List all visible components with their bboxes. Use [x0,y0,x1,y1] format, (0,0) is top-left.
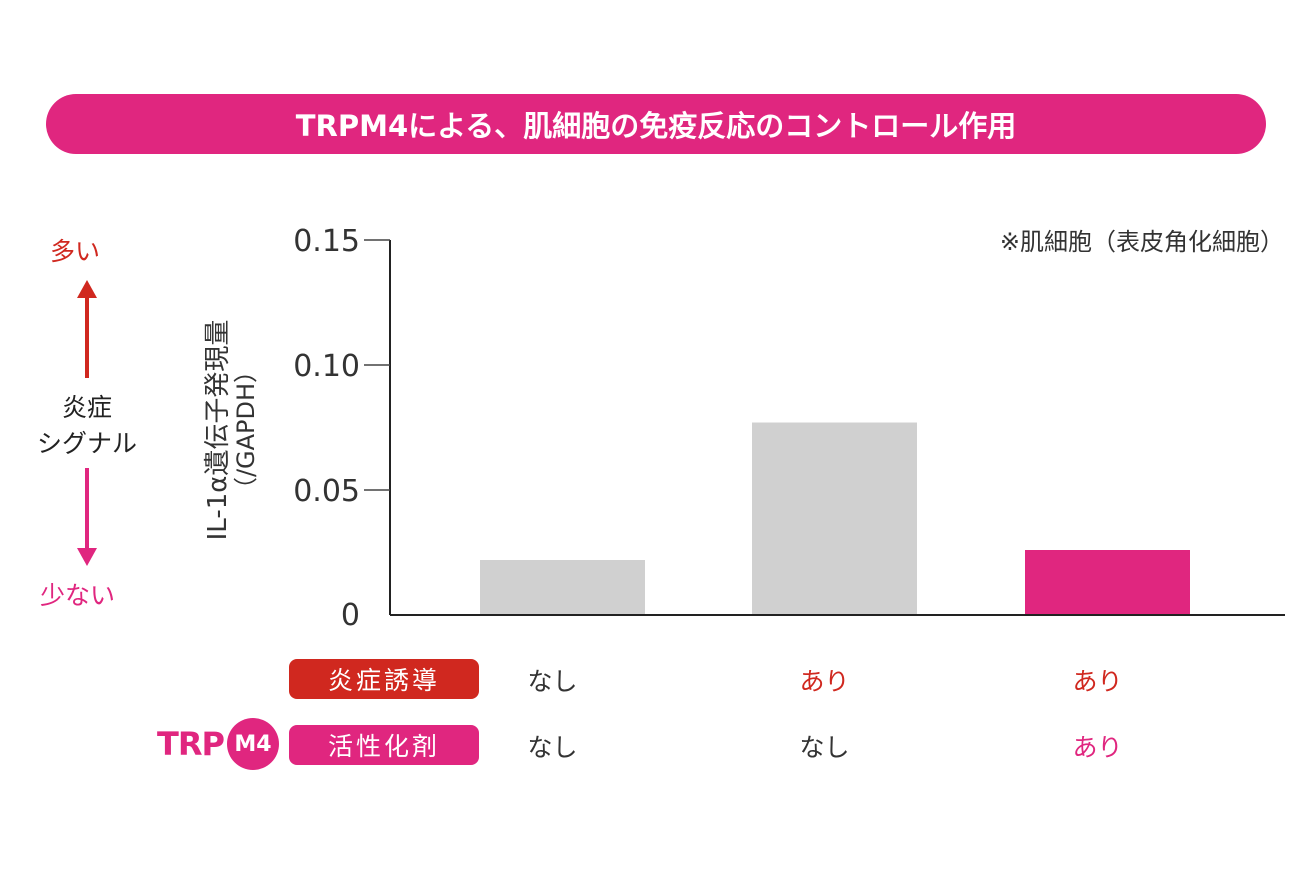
scale-high-label: 多い [50,237,101,266]
condition-label-activator: 活性化剤 [289,725,479,765]
condition-value: なし [799,733,850,762]
y-tick-label: 0.05 [293,474,360,509]
bar-3 [1025,550,1190,615]
condition-label-inflammation: 炎症誘導 [289,659,479,699]
scale-low-label: 少ない [40,581,116,610]
condition-value: あり [1072,733,1123,762]
condition-value: なし [527,667,578,696]
down-arrow-icon [77,468,97,566]
trpm4-logo: TRP M4 [157,718,279,770]
bar-1 [480,560,645,615]
condition-value: なし [527,733,578,762]
cell-type-note: ※肌細胞（表皮角化細胞） [999,228,1284,256]
y-tick-label: 0.15 [293,224,360,259]
signal-line1: 炎症 [61,393,112,422]
y-tick-label: 0.10 [293,349,360,384]
signal-line2: シグナル [36,429,137,458]
bar-2 [752,422,917,615]
condition-value: あり [1072,667,1123,696]
y-tick-label: 0 [341,598,360,633]
up-arrow-icon [77,280,97,378]
logo-text: TRP [157,725,225,763]
inflammation-signal-label: 炎症 シグナル [22,390,152,462]
logo-badge: M4 [226,718,279,770]
title-banner: TRPM4による、肌細胞の免疫反応のコントロール作用 [46,94,1266,154]
condition-value: あり [799,667,850,696]
